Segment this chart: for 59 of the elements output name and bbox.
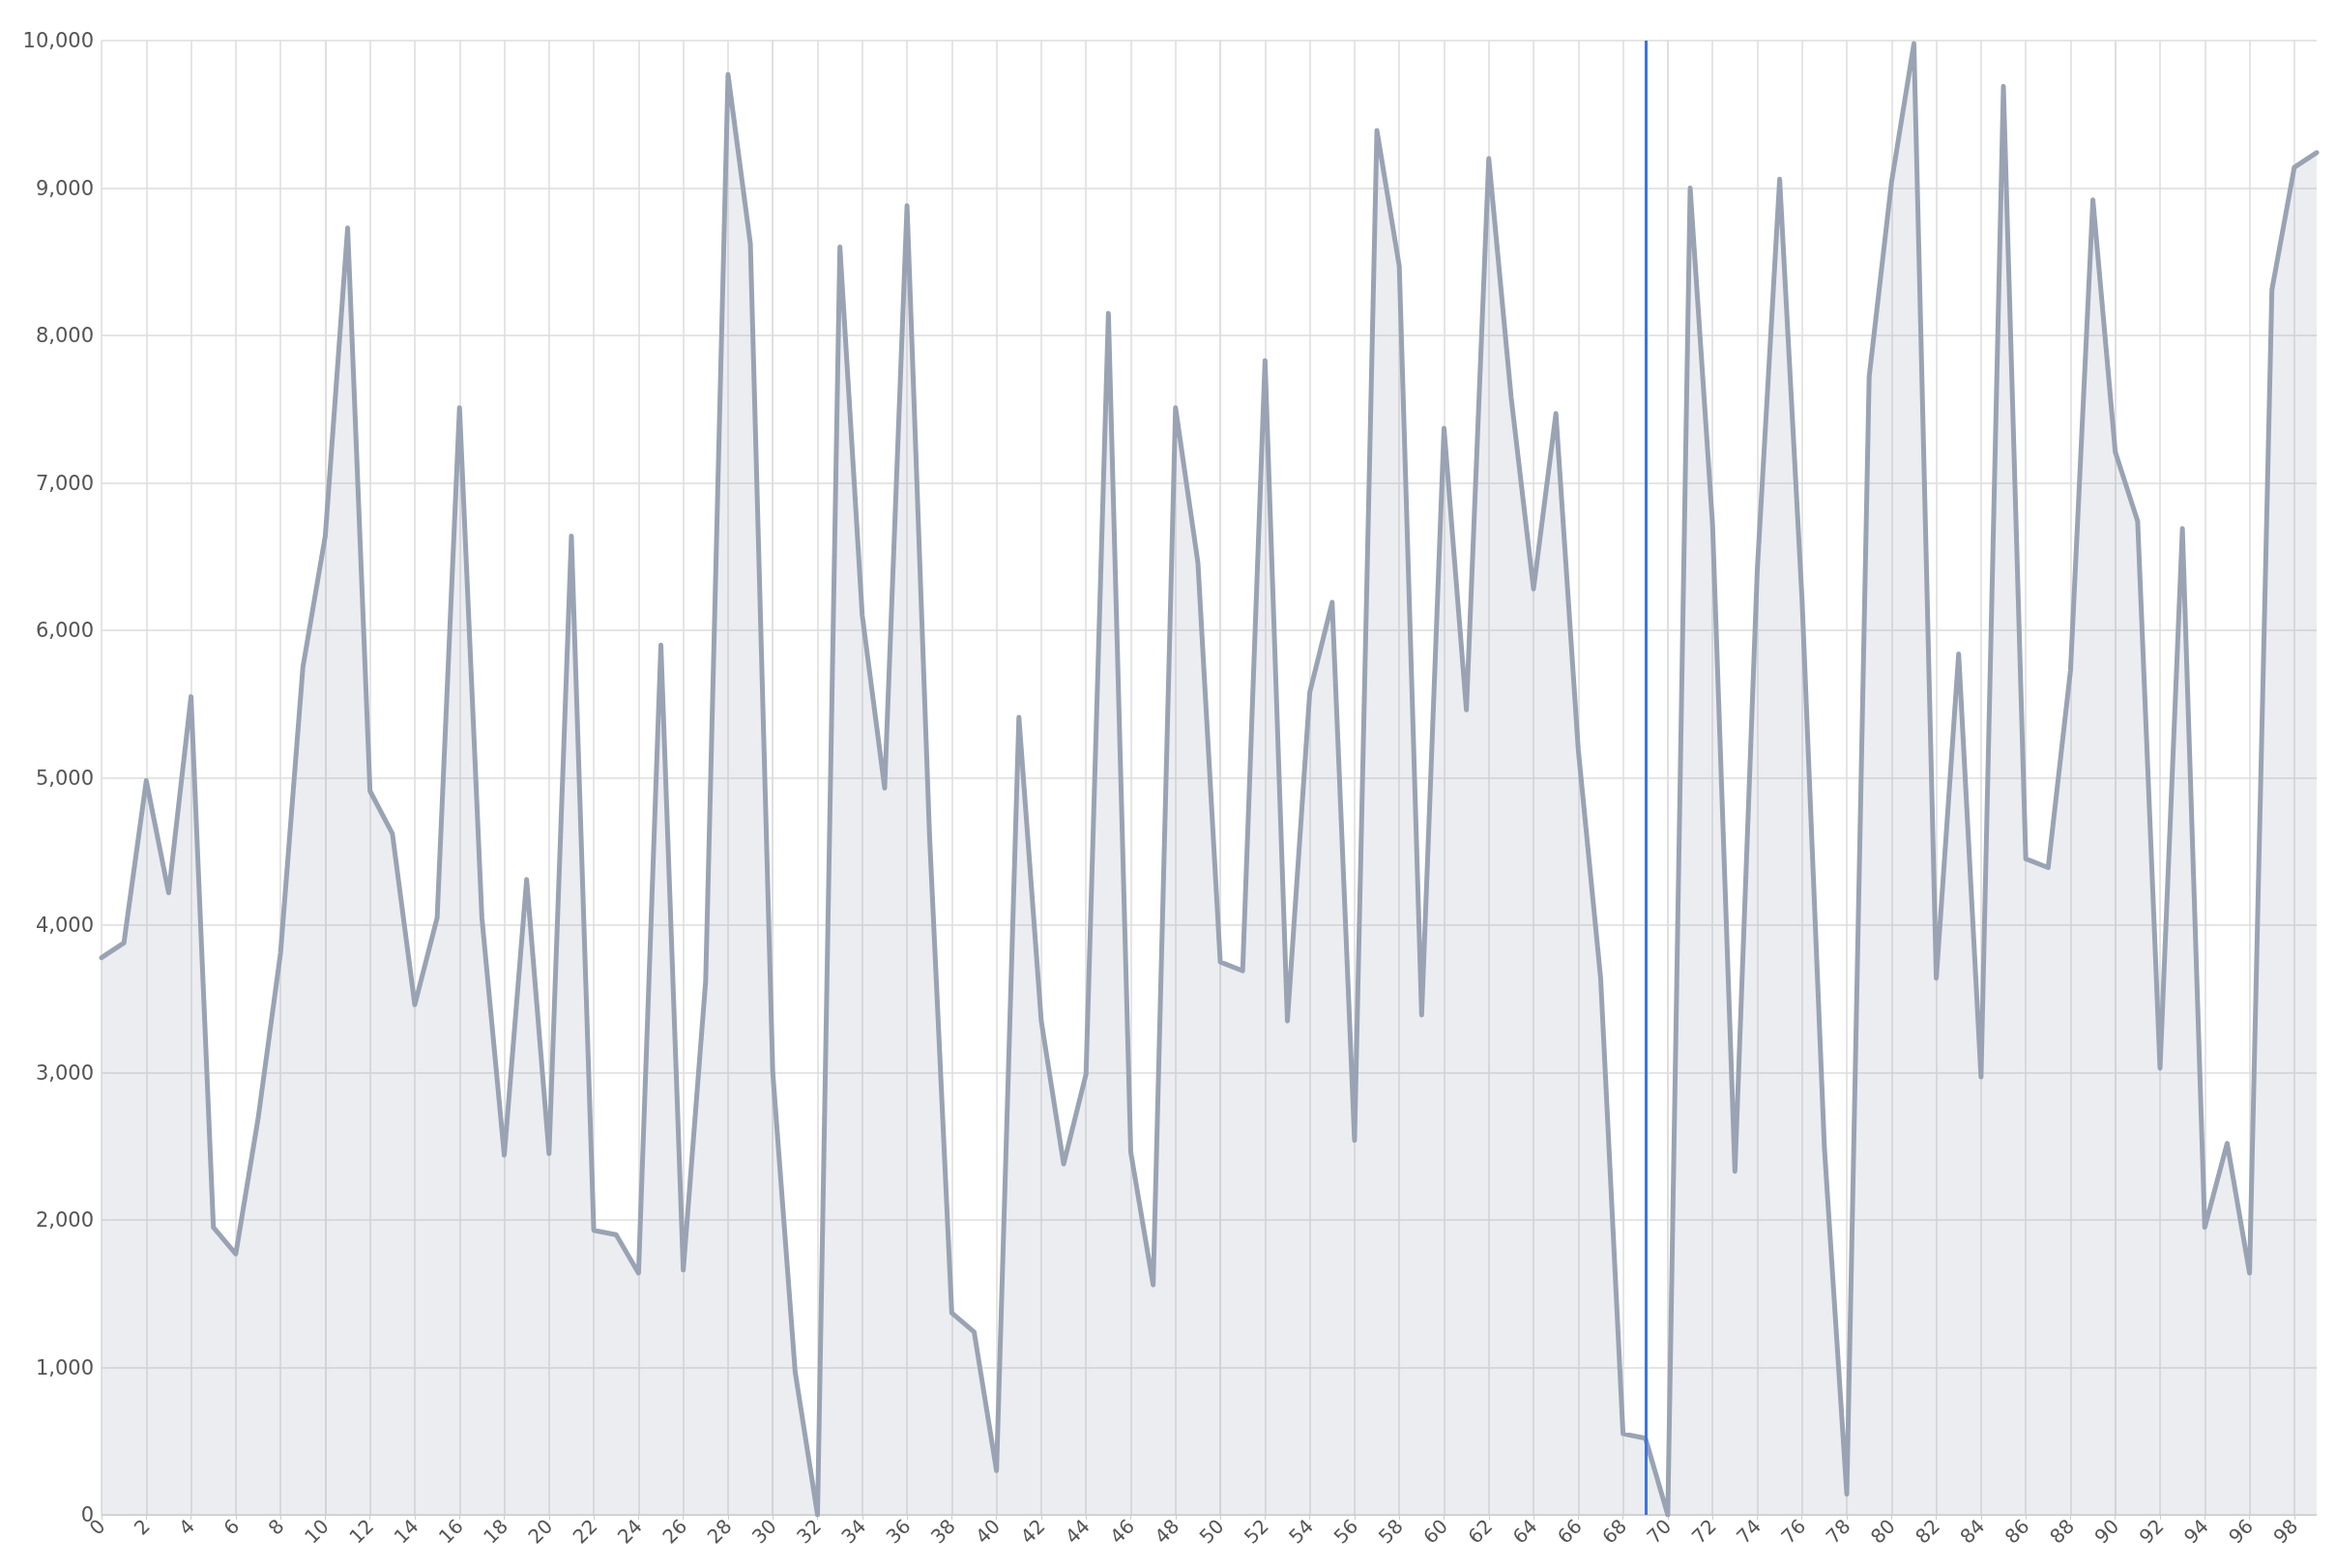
- x-tick-label: 76: [1776, 1514, 1811, 1549]
- x-tick-label: 66: [1552, 1514, 1587, 1549]
- x-tick-label: 40: [971, 1514, 1006, 1549]
- x-tick-label: 64: [1507, 1514, 1542, 1549]
- x-tick-label: 54: [1284, 1514, 1319, 1549]
- x-tick-label: 46: [1105, 1514, 1139, 1549]
- y-tick-label: 3,000: [35, 1060, 94, 1085]
- y-tick-label: 6,000: [35, 619, 94, 642]
- x-tick-label: 2: [129, 1514, 155, 1540]
- x-tick-label: 20: [523, 1514, 558, 1549]
- x-tick-label: 44: [1060, 1514, 1095, 1549]
- x-tick-label: 70: [1642, 1514, 1677, 1549]
- x-tick-label: 74: [1731, 1514, 1766, 1549]
- x-tick-label: 50: [1194, 1514, 1229, 1549]
- x-tick-label: 30: [746, 1514, 781, 1549]
- x-tick-label: 28: [702, 1514, 737, 1549]
- x-tick-label: 32: [792, 1514, 827, 1549]
- x-tick-label: 24: [612, 1514, 647, 1549]
- x-tick-label: 10: [299, 1514, 334, 1549]
- y-tick-label: 7,000: [35, 471, 94, 495]
- x-tick-label: 36: [881, 1514, 916, 1549]
- x-tick-label: 16: [433, 1514, 468, 1549]
- x-tick-label: 98: [2268, 1514, 2303, 1549]
- y-tick-label: 2,000: [35, 1208, 94, 1232]
- y-tick-label: 8,000: [35, 324, 94, 347]
- y-tick-label: 9,000: [35, 176, 94, 200]
- y-tick-label: 10,000: [22, 29, 94, 52]
- x-tick-label: 14: [389, 1514, 423, 1549]
- y-tick-label: 4,000: [35, 914, 94, 937]
- x-tick-label: 86: [2000, 1514, 2034, 1549]
- x-tick-label: 78: [1821, 1514, 1855, 1549]
- x-tick-label: 90: [2089, 1514, 2124, 1549]
- x-tick-label: 8: [263, 1514, 289, 1540]
- x-tick-label: 60: [1418, 1514, 1452, 1549]
- x-tick-label: 56: [1329, 1514, 1363, 1549]
- x-tick-label: 84: [1955, 1514, 1990, 1549]
- x-tick-label: 48: [1150, 1514, 1184, 1549]
- x-tick-label: 58: [1373, 1514, 1408, 1549]
- x-tick-label: 18: [479, 1514, 513, 1549]
- x-tick-label: 88: [2044, 1514, 2079, 1549]
- x-tick-label: 80: [1865, 1514, 1900, 1549]
- x-tick-label: 92: [2134, 1514, 2169, 1549]
- x-tick-label: 38: [925, 1514, 960, 1549]
- x-tick-label: 82: [1911, 1514, 1945, 1549]
- x-tick-label: 94: [2178, 1514, 2213, 1549]
- x-tick-label: 22: [568, 1514, 602, 1549]
- x-tick-label: 26: [657, 1514, 692, 1549]
- y-tick-label: 5,000: [35, 766, 94, 790]
- x-tick-label: 42: [1015, 1514, 1050, 1549]
- x-tick-label: 62: [1463, 1514, 1498, 1549]
- x-tick-label: 52: [1239, 1514, 1273, 1549]
- x-tick-label: 34: [836, 1514, 871, 1549]
- x-tick-label: 68: [1597, 1514, 1632, 1549]
- x-tick-label: 12: [344, 1514, 379, 1549]
- y-tick-label: 1,000: [35, 1355, 94, 1379]
- x-tick-label: 6: [219, 1514, 245, 1540]
- x-tick-label: 4: [174, 1514, 200, 1540]
- x-tick-label: 72: [1686, 1514, 1721, 1549]
- x-tick-label: 96: [2224, 1514, 2259, 1549]
